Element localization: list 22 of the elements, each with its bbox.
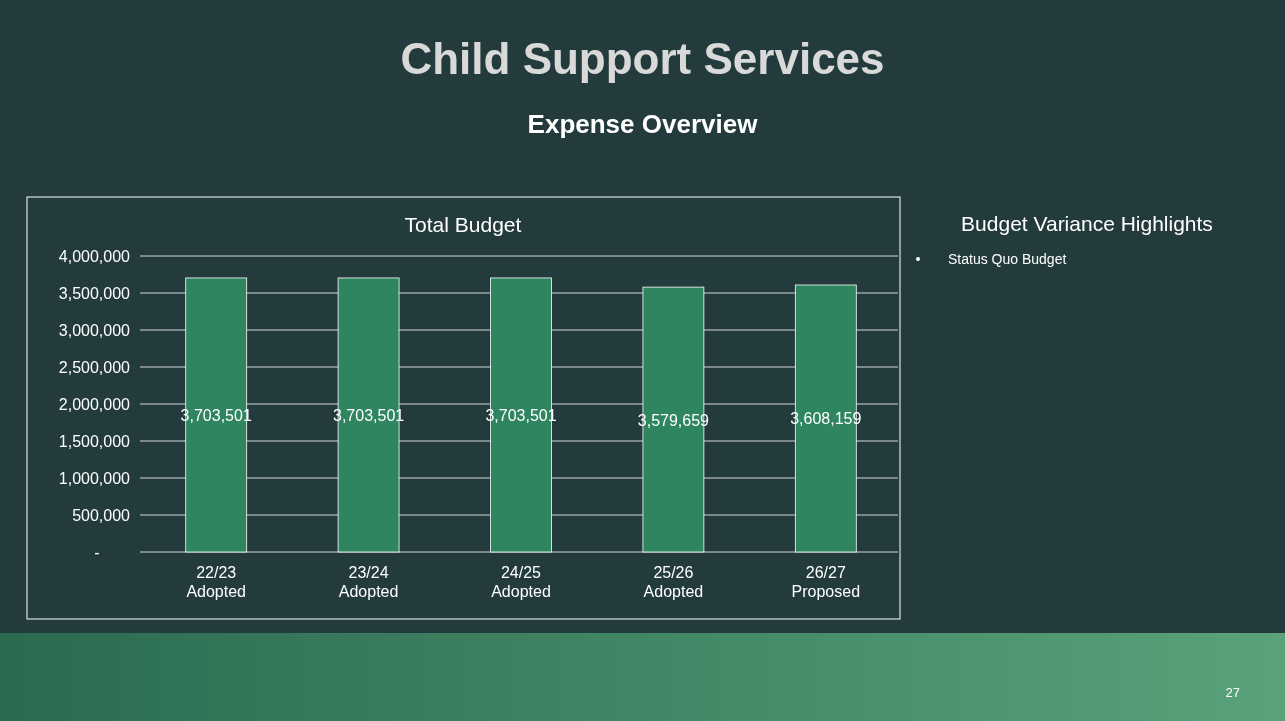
y-tick-label: - <box>94 544 100 561</box>
y-tick-label: 1,500,000 <box>58 433 131 450</box>
y-tick-label: 2,500,000 <box>58 359 131 376</box>
y-tick-label: 1,000,000 <box>58 470 131 487</box>
y-tick-label: 500,000 <box>72 507 131 524</box>
y-tick-label: 3,500,000 <box>58 285 131 302</box>
data-label: 3,579,659 <box>637 411 710 429</box>
text: Expense Overview <box>527 109 759 139</box>
text: Child Support Services <box>400 34 885 83</box>
x-tick-label: 22/23 Adopted <box>186 564 246 600</box>
y-tick-label: 4,000,000 <box>58 248 131 265</box>
text: Budget Variance Highlights <box>961 212 1213 235</box>
x-tick-label: 23/24 Adopted <box>338 564 399 600</box>
y-tick-label: 3,000,000 <box>58 322 131 339</box>
y-tick-label: 2,000,000 <box>58 396 131 413</box>
x-tick-label: 26/27 Proposed <box>791 564 861 600</box>
text: Status Quo Budget <box>948 251 1067 267</box>
data-label: 3,703,501 <box>333 406 405 424</box>
text: 27 <box>1225 685 1240 700</box>
x-tick-label: 24/25 Adopted <box>491 564 551 600</box>
x-tick-label: 25/26 Adopted <box>643 564 704 600</box>
chart-title: Total Budget <box>404 213 522 236</box>
